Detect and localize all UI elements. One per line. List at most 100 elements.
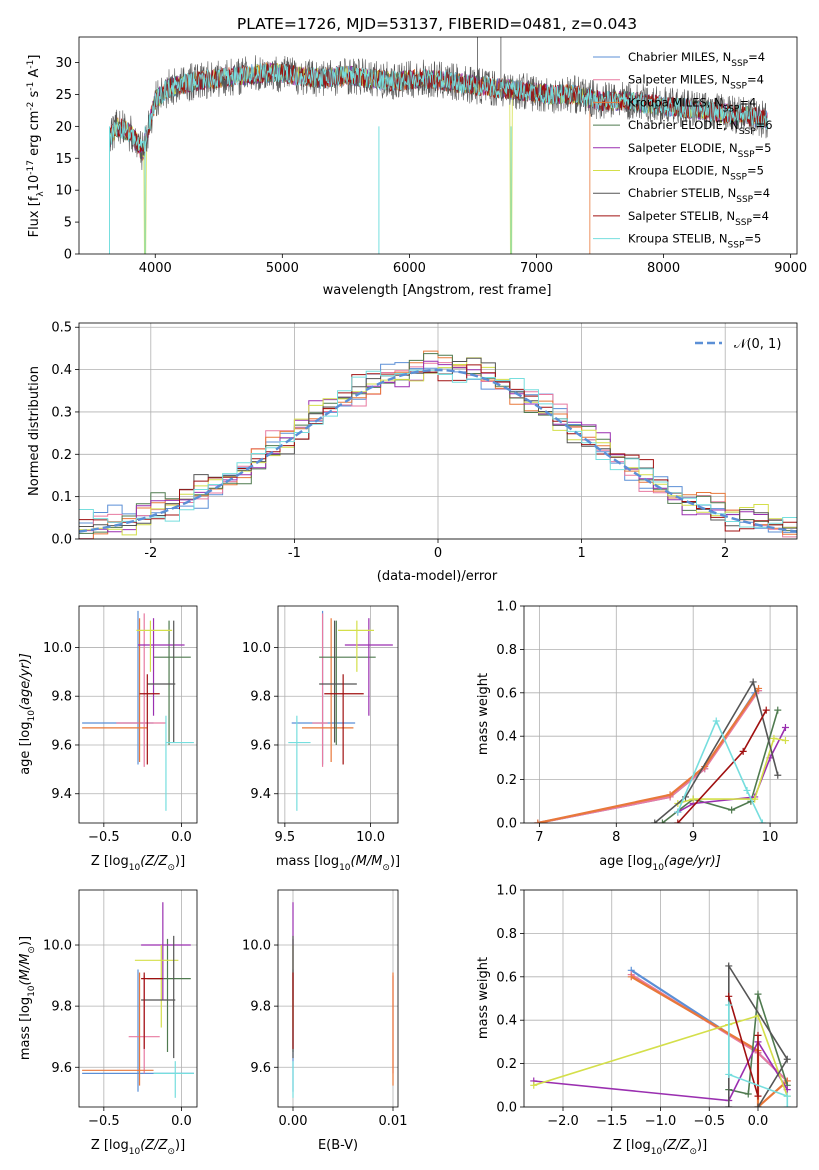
axes-frame xyxy=(78,605,198,824)
x-tick-label: 0.0 xyxy=(748,1114,769,1129)
axes-frame xyxy=(78,889,198,1108)
y-tick-label: 0.4 xyxy=(51,363,72,378)
series-marker xyxy=(754,1031,762,1039)
label-part: (age/yr)] xyxy=(664,854,721,869)
x-axis-label: mass [log10(M/M⊙)] xyxy=(276,854,400,873)
label-part: SSP xyxy=(739,127,756,137)
x-axis-label: Z [log10(Z/Z⊙)] xyxy=(91,1138,185,1157)
x-tick-label: −0.5 xyxy=(88,1114,120,1129)
label-part: Chabrier STELIB, N xyxy=(628,186,736,200)
label-part: Flux [f xyxy=(27,196,42,237)
spectrum-axes: 4000 5000 6000 7000 8000 9000 0 5 10 15 20 25 30 Chab… xyxy=(26,36,807,298)
axes-frame xyxy=(277,889,399,1108)
y-tick-label: 0.4 xyxy=(496,730,517,745)
x-tick-label: -1 xyxy=(288,546,301,561)
series-salpeter-stelib xyxy=(677,709,767,823)
label-part: )] xyxy=(175,1138,185,1153)
label-part: =5 xyxy=(747,164,764,178)
x-axis-label: (data-model)/error xyxy=(377,569,498,584)
y-tick-label: 0.5 xyxy=(51,321,72,336)
label-part: SSP xyxy=(738,150,755,160)
label-part: (age/yr)] xyxy=(18,653,33,710)
label-part: ⊙ xyxy=(689,1147,697,1157)
series-marker xyxy=(754,1103,762,1107)
series-marker xyxy=(725,962,733,970)
plot-area xyxy=(534,678,789,823)
label-part: 10 xyxy=(129,1147,141,1157)
plot-area xyxy=(292,902,394,1098)
x-tick-label: 9.5 xyxy=(275,830,296,845)
series-marker xyxy=(749,678,757,686)
axes-frame xyxy=(78,36,798,255)
plot-area xyxy=(82,902,194,1098)
legend-entry: Kroupa STELIB, NSSP=5 xyxy=(628,232,761,251)
label-part: 10 xyxy=(27,175,42,192)
label-part: =5 xyxy=(755,141,772,155)
label-part: 10 xyxy=(652,863,664,873)
x-axis-label: wavelength [Angstrom, rest frame] xyxy=(323,283,552,298)
label-part: ⊙ xyxy=(382,863,390,873)
label-part: =4 xyxy=(739,95,756,109)
label-part: Kroupa MILES, N xyxy=(628,95,723,109)
axes-frame xyxy=(277,605,399,824)
series-marker xyxy=(770,734,778,742)
label-part: ⊙ xyxy=(27,946,37,954)
legend-entry: Salpeter MILES, NSSP=4 xyxy=(628,73,764,92)
x-tick-label: −2.0 xyxy=(547,1114,579,1129)
y-axis-label: mass weight xyxy=(476,673,491,755)
y-tick-label: 1.0 xyxy=(496,884,517,899)
label-part: 10 xyxy=(129,863,141,873)
label-part: A xyxy=(27,69,42,82)
label-part: SSP xyxy=(731,59,748,69)
label-part: =4 xyxy=(747,73,764,87)
label-part: ⊙ xyxy=(167,1147,175,1157)
axes-frame xyxy=(523,605,798,824)
label-part: Salpeter MILES, N xyxy=(628,73,730,87)
histogram-kroupa-stelib xyxy=(79,369,797,528)
x-tick-label: 7 xyxy=(535,830,543,845)
normal-curve xyxy=(79,368,797,533)
plot-area xyxy=(530,962,791,1107)
label-part: (M/M xyxy=(351,854,383,869)
y-tick-label: 0.0 xyxy=(496,1101,517,1116)
y-tick-label: 15 xyxy=(55,152,72,167)
label-part: )] xyxy=(18,936,33,946)
y-tick-label: 0.4 xyxy=(496,1014,517,1029)
x-tick-label: 0.0 xyxy=(171,830,192,845)
spectrum-salpeter-stelib xyxy=(109,63,766,155)
series-marker xyxy=(712,717,720,725)
series-marker xyxy=(758,819,766,823)
series-marker xyxy=(534,819,542,823)
label-part: ] xyxy=(27,55,42,60)
label-part: SSP xyxy=(736,195,753,205)
x-tick-label: 8 xyxy=(612,830,620,845)
y-tick-label: 25 xyxy=(55,88,72,103)
x-tick-label: 8000 xyxy=(647,261,680,276)
y-tick-label: 0 xyxy=(64,248,72,263)
series-marker xyxy=(689,795,697,803)
x-tick-label: 6000 xyxy=(393,261,426,276)
y-tick-label: 0.2 xyxy=(51,448,72,463)
x-tick-label: 0.01 xyxy=(379,1114,408,1129)
label-part: (Z/Z xyxy=(662,1138,690,1153)
label-part: =5 xyxy=(744,232,761,246)
label-part: Z [log xyxy=(91,1138,129,1153)
label-part: -1 xyxy=(26,60,36,69)
errorbar-axes: 0.00 0.01 9.6 9.8 10.0 E(B-V) xyxy=(242,889,408,1153)
label-part: Kroupa ELODIE, N xyxy=(628,164,730,178)
x-tick-label: 0.0 xyxy=(171,1114,192,1129)
series-marker xyxy=(658,819,666,823)
series-marker xyxy=(744,1090,752,1098)
errorbar-axes: −0.5 0.09.69.810.0Z [log10(Z/Z⊙)]mass [lo… xyxy=(18,889,198,1157)
mass-weight-axes: −2.0 −1.5 −1.0 −0.5 0.0 0.0 0.2 0.4 0.6 0.8 1.0 Z [… xyxy=(476,884,798,1157)
legend-entry: Salpeter ELODIE, NSSP=5 xyxy=(628,141,771,160)
label-part: =4 xyxy=(752,209,769,223)
series-marker xyxy=(674,808,682,816)
x-tick-label: 5000 xyxy=(266,261,299,276)
y-axis-label: age [log10(age/yr)] xyxy=(18,653,37,775)
x-tick-label: 0 xyxy=(434,546,442,561)
x-tick-label: 9 xyxy=(689,830,697,845)
legend-entry: 𝒩(0, 1) xyxy=(734,337,781,352)
label-part: (M/M xyxy=(18,954,33,986)
